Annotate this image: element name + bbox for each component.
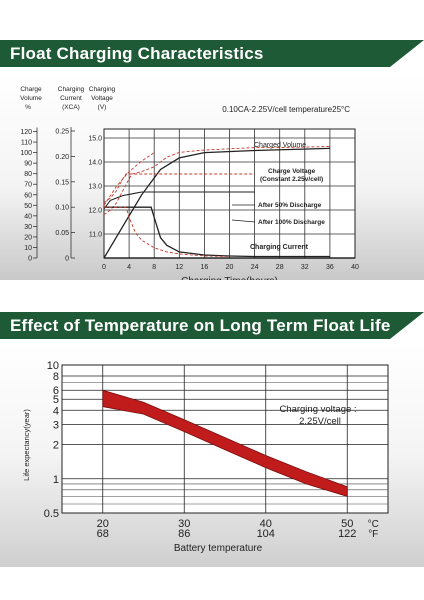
x-tick-label-celsius: 20	[97, 518, 109, 530]
volume-tick-label: 60	[24, 192, 32, 199]
y-axis-label: Life expectancy(year)	[22, 409, 31, 481]
float-life-panel: 10 8 6 5 4 3 2 1 0.5 20 68 30 86 40 104 50 122 °C °F Batter…	[0, 345, 424, 567]
y-tick-label: 5	[53, 394, 59, 406]
x-tick-label-celsius: 50	[341, 518, 353, 530]
x-tick-label: 28	[276, 264, 284, 271]
volume-axis-label: %	[25, 104, 31, 111]
series-line-6	[104, 206, 230, 257]
x-tick-label-fahrenheit: 86	[178, 528, 190, 540]
x-axis-label: Battery temperature	[174, 543, 263, 554]
voltage-tick-label: 15.0	[88, 136, 102, 143]
voltage-axis-label: Charging	[89, 86, 116, 93]
float-charging-panel: 0 4 8 12 16 20 24 28 32 36 40 Charging Time(hours) 0…	[0, 74, 424, 287]
x-tick-label: 8	[152, 264, 156, 271]
section1-title: Float Charging Characteristics	[10, 44, 264, 63]
annotation-after-100: After 100% Discharge	[258, 219, 325, 226]
x-axis-label: Charging Time(hours)	[181, 276, 278, 280]
banner-arrow	[390, 312, 424, 339]
current-axis-label: (XCA)	[62, 104, 80, 111]
volume-axis-label: Volume	[20, 95, 42, 102]
x-tick-label: 0	[102, 264, 106, 271]
section2-title: Effect of Temperature on Long Term Float…	[10, 316, 391, 335]
annotation-constant-voltage: (Constant 2.25v/cell)	[260, 176, 323, 183]
volume-tick-label: 50	[24, 203, 32, 210]
y-tick-label: 4	[53, 405, 59, 417]
x-tick-label-celsius: 40	[260, 518, 272, 530]
current-axis-label: Charging	[58, 86, 85, 93]
y-tick-label: 2	[53, 440, 59, 452]
float-charging-chart: 0 4 8 12 16 20 24 28 32 36 40 Charging Time(hours) 0…	[0, 74, 424, 287]
life-expectancy-band	[102, 389, 348, 497]
volume-tick-label: 100	[20, 150, 32, 157]
current-tick-label: 0.10	[55, 205, 69, 212]
x-tick-label: 12	[175, 264, 183, 271]
volume-tick-label: 10	[24, 245, 32, 252]
volume-tick-label: 20	[24, 234, 32, 241]
x-tick-label-fahrenheit: 104	[257, 528, 275, 540]
x-tick-label: 32	[301, 264, 309, 271]
series-line-5	[104, 206, 330, 258]
volume-tick-label: 110	[21, 140, 32, 147]
y-tick-label: 1	[53, 474, 59, 486]
voltage-tick-label: 14.0	[88, 160, 102, 167]
y-tick-label: 6	[53, 385, 59, 397]
volume-tick-label: 70	[24, 182, 32, 189]
float-life-chart: 1086543210.5206830864010450122°C°FBatter…	[0, 345, 424, 567]
x-tick-label: 16	[201, 264, 209, 271]
x-tick-label-celsius: 30	[178, 518, 190, 530]
annotation-leader	[231, 219, 256, 223]
banner-arrow	[390, 40, 424, 67]
y-tick-label: 8	[53, 371, 59, 383]
annotation-voltage-label: Charging voltage :	[279, 404, 356, 415]
annotation-charging-current: Charging Current	[250, 244, 309, 251]
voltage-axis-label: (V)	[98, 104, 107, 111]
series-line-2	[103, 145, 330, 216]
chart-title: 0.10CA-2.25V/cell temperature25°C	[222, 105, 350, 114]
current-tick-label: 0.15	[55, 179, 69, 186]
current-axis-label: Current	[60, 95, 82, 102]
x-tick-label-fahrenheit: 68	[97, 528, 109, 540]
current-tick-label: 0.25	[55, 129, 69, 136]
volume-tick-label: 120	[20, 129, 32, 136]
x-tick-label: 40	[351, 264, 359, 271]
banner-bar	[0, 312, 390, 339]
voltage-tick-label: 13.0	[88, 184, 102, 191]
annotation-charged-volume: Charged Volume	[254, 142, 306, 149]
volume-tick-label: 0	[28, 256, 32, 263]
annotation-voltage-value: 2.25V/cell	[299, 416, 341, 427]
current-tick-label: 0	[65, 256, 69, 263]
y-tick-label: 10	[47, 360, 59, 372]
series-line-1	[103, 147, 330, 259]
voltage-axis-label: Voltage	[91, 95, 113, 102]
x-tick-label-fahrenheit: 122	[338, 528, 356, 540]
volume-axis-label: Charge	[20, 86, 42, 93]
y-tick-label: 3	[53, 419, 59, 431]
current-tick-label: 0.05	[55, 230, 69, 237]
banner-bar	[0, 40, 390, 67]
volume-tick-label: 30	[24, 224, 32, 231]
x-tick-label: 20	[226, 264, 234, 271]
unit-celsius: °C	[368, 519, 379, 530]
y-tick-label: 0.5	[44, 508, 59, 520]
volume-tick-label: 90	[24, 161, 32, 168]
voltage-tick-label: 11.0	[89, 232, 102, 239]
series-line-4	[103, 191, 255, 210]
voltage-tick-label: 12.0	[88, 208, 102, 215]
section2-banner: Effect of Temperature on Long Term Float…	[0, 312, 424, 339]
series-line-7	[103, 152, 155, 206]
current-tick-label: 0.20	[55, 154, 69, 161]
series-line-3	[103, 173, 255, 204]
section1-banner: Float Charging Characteristics	[0, 40, 424, 67]
unit-fahrenheit: °F	[368, 529, 378, 540]
x-tick-label: 36	[326, 264, 334, 271]
x-tick-label: 24	[251, 264, 259, 271]
x-tick-label: 4	[127, 264, 131, 271]
annotation-after-50: After 50% Discharge	[258, 202, 322, 209]
volume-tick-label: 80	[24, 171, 32, 178]
annotation-charge-voltage: Charge Voltage	[268, 168, 316, 175]
volume-tick-label: 40	[24, 213, 32, 220]
